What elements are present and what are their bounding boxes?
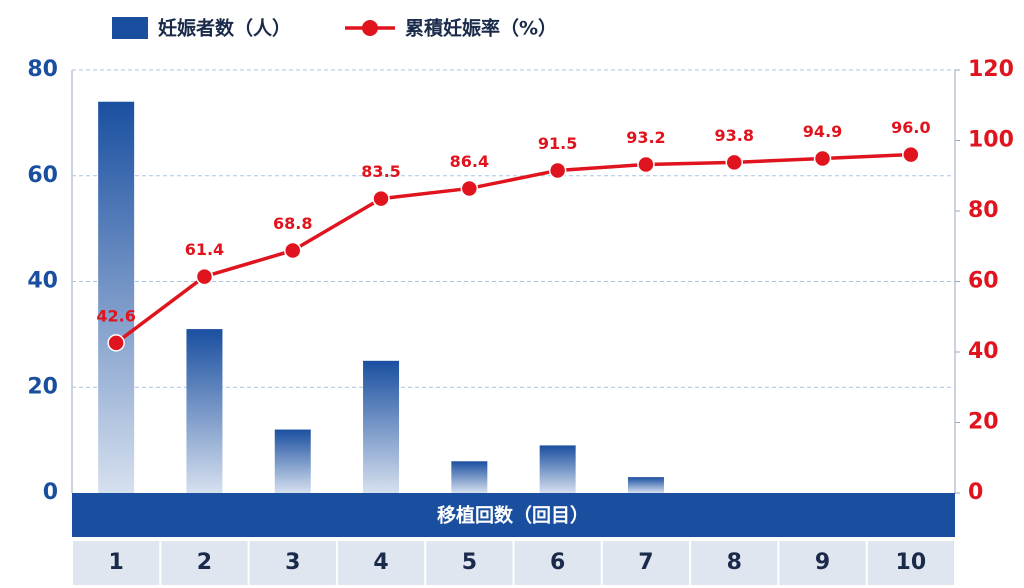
y-tick-label: 0	[43, 480, 58, 505]
legend-label: 妊娠者数（人）	[158, 17, 291, 40]
data-label: 68.8	[273, 214, 312, 233]
y2-tick-label: 20	[968, 410, 999, 435]
data-label: 86.4	[450, 152, 489, 171]
data-label: 93.8	[715, 126, 754, 145]
y-tick-label: 20	[27, 374, 58, 399]
category-cell	[426, 541, 513, 585]
y2-tick-label: 100	[968, 128, 1014, 153]
line-point	[902, 145, 920, 164]
data-label: 96.0	[891, 118, 930, 137]
category-cell	[73, 541, 160, 585]
x-tick-label: 9	[815, 550, 830, 575]
x-tick-label: 8	[727, 550, 742, 575]
line-point	[284, 241, 302, 260]
bar	[186, 329, 223, 493]
y-tick-label: 60	[27, 163, 58, 188]
bar	[98, 101, 135, 493]
bar	[627, 477, 664, 493]
data-label: 61.4	[185, 240, 224, 259]
data-label: 91.5	[538, 134, 577, 153]
y2-tick-label: 60	[968, 269, 999, 294]
line-point	[372, 189, 390, 208]
x-tick-label: 10	[896, 550, 927, 575]
bar	[274, 429, 311, 493]
x-tick-label: 6	[550, 550, 565, 575]
data-label: 83.5	[361, 162, 400, 181]
bar	[539, 445, 576, 493]
line-point	[548, 161, 567, 180]
y-tick-label: 40	[27, 269, 58, 294]
x-axis-label: 移植回数（回目）	[437, 504, 589, 527]
x-tick-label: 3	[285, 550, 300, 575]
category-cell	[602, 541, 690, 585]
y2-tick-label: 80	[968, 198, 999, 223]
x-tick-label: 4	[373, 550, 388, 575]
x-axis-band	[72, 493, 955, 537]
category-cell	[691, 541, 778, 585]
line-point	[725, 153, 743, 172]
category-cell	[867, 541, 954, 585]
legend-swatch	[112, 17, 148, 39]
legend-label: 累積妊娠率（%）	[405, 17, 557, 40]
y2-tick-label: 0	[968, 480, 983, 505]
category-cell	[249, 541, 336, 585]
category-cell	[337, 541, 425, 585]
y2-tick-label: 40	[968, 339, 999, 364]
line-point	[813, 149, 832, 168]
data-label: 42.6	[96, 306, 135, 325]
bar	[363, 360, 400, 493]
x-tick-label: 7	[638, 550, 653, 575]
y-tick-label: 80	[27, 57, 58, 82]
line-point	[107, 334, 125, 352]
category-cell	[514, 541, 601, 585]
data-label: 94.9	[803, 122, 842, 141]
category-cell	[779, 541, 866, 585]
line-point	[460, 179, 479, 198]
y2-tick-label: 120	[968, 57, 1014, 82]
data-label: 93.2	[626, 128, 665, 147]
line	[115, 152, 911, 345]
x-tick-label: 5	[462, 550, 477, 575]
category-cell	[161, 541, 248, 585]
x-tick-label: 1	[108, 550, 123, 575]
x-tick-label: 2	[197, 550, 212, 575]
line-point	[195, 267, 214, 286]
legend-swatch	[362, 20, 378, 36]
bar	[451, 461, 488, 493]
line-point	[637, 155, 655, 174]
